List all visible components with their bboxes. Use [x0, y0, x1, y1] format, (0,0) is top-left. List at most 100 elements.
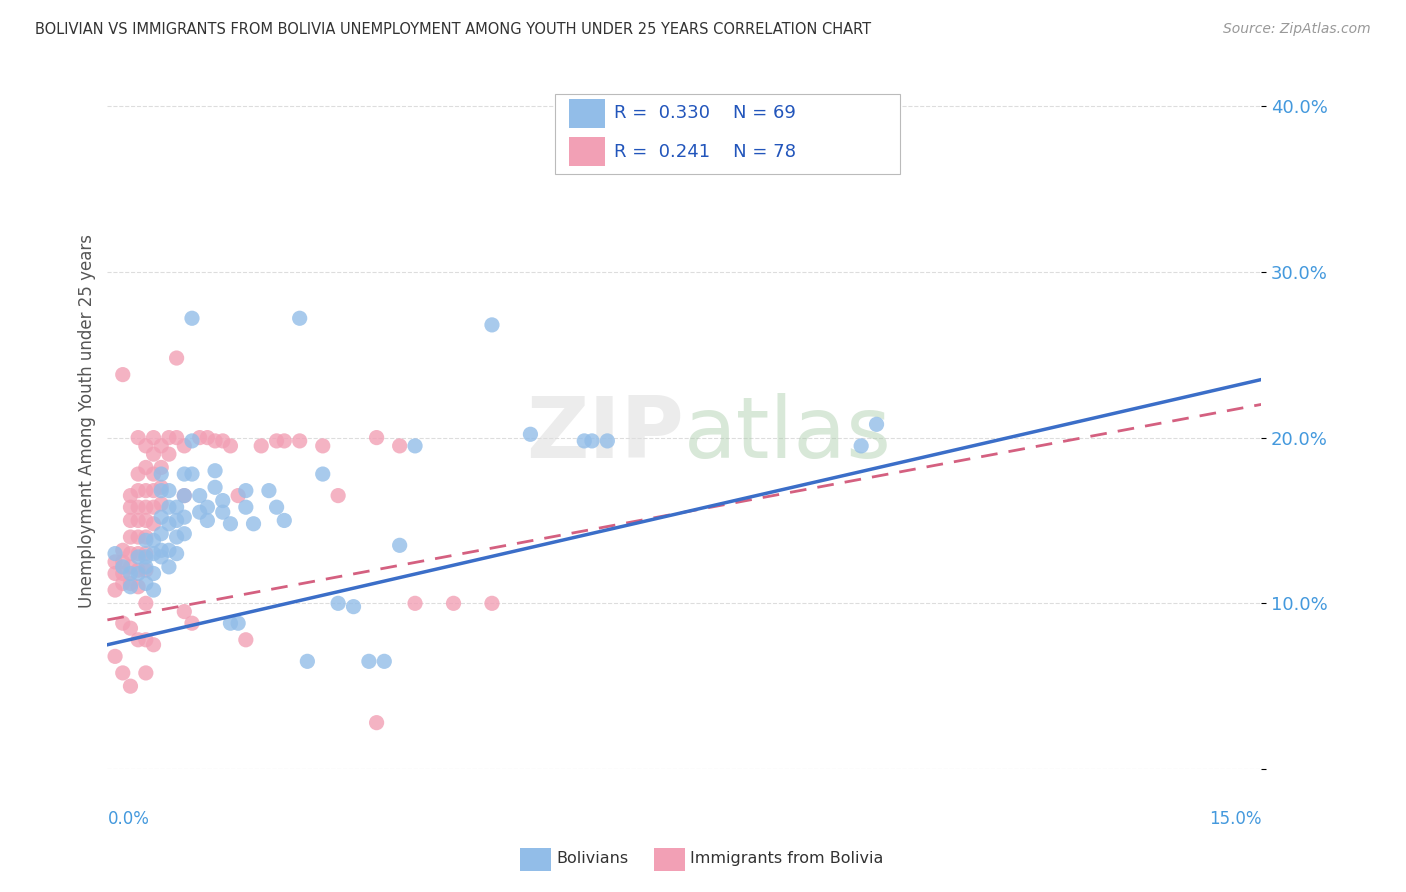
Point [111, 368, 134, 382]
Point [120, 621, 142, 635]
Point [135, 483, 157, 498]
Point [127, 483, 149, 498]
Point [342, 599, 364, 614]
Point [157, 500, 180, 515]
Point [188, 431, 211, 445]
Y-axis label: Unemployment Among Youth under 25 years: Unemployment Among Youth under 25 years [79, 234, 96, 608]
Text: 0.0%: 0.0% [107, 811, 149, 829]
Text: R =  0.241    N = 78: R = 0.241 N = 78 [614, 143, 796, 161]
Point [127, 500, 149, 515]
Point [357, 654, 380, 668]
Point [150, 460, 173, 475]
Point [211, 434, 233, 448]
Point [142, 566, 165, 581]
Point [135, 533, 157, 548]
Point [135, 563, 157, 577]
Point [127, 566, 149, 581]
Point [135, 547, 157, 561]
Point [120, 513, 142, 527]
Point [111, 559, 134, 574]
Point [120, 530, 142, 544]
Point [257, 483, 280, 498]
Point [127, 549, 149, 564]
Point [173, 489, 195, 503]
Point [297, 654, 319, 668]
Point [135, 513, 157, 527]
Point [166, 351, 188, 365]
Point [150, 526, 173, 541]
Point [150, 497, 173, 511]
Point [120, 500, 142, 515]
Point [596, 434, 619, 448]
Point [127, 632, 149, 647]
Point [312, 439, 335, 453]
Point [127, 563, 149, 577]
Text: Source: ZipAtlas.com: Source: ZipAtlas.com [1223, 22, 1371, 37]
Point [235, 483, 257, 498]
Point [173, 439, 195, 453]
Point [111, 566, 134, 581]
Point [120, 489, 142, 503]
Point [135, 665, 157, 680]
Point [481, 318, 503, 332]
Text: BOLIVIAN VS IMMIGRANTS FROM BOLIVIA UNEMPLOYMENT AMONG YOUTH UNDER 25 YEARS CORR: BOLIVIAN VS IMMIGRANTS FROM BOLIVIA UNEM… [35, 22, 872, 37]
Point [273, 434, 295, 448]
Point [366, 431, 388, 445]
Point [135, 596, 157, 610]
Point [404, 596, 426, 610]
Point [388, 538, 411, 552]
Point [157, 559, 180, 574]
Point [204, 480, 226, 494]
Point [127, 431, 149, 445]
Point [250, 439, 273, 453]
Point [581, 434, 603, 448]
Point [120, 576, 142, 591]
Point [266, 434, 288, 448]
Point [404, 439, 426, 453]
Text: Bolivians: Bolivians [557, 851, 628, 865]
Point [127, 513, 149, 527]
Point [519, 427, 541, 442]
Point [120, 559, 142, 574]
Point [104, 583, 127, 598]
Point [150, 467, 173, 481]
Point [135, 559, 157, 574]
Point [135, 460, 157, 475]
Point [326, 489, 349, 503]
Point [150, 483, 173, 498]
Point [127, 580, 149, 594]
Point [226, 489, 249, 503]
Point [157, 447, 180, 461]
Point [135, 439, 157, 453]
Text: R =  0.330    N = 69: R = 0.330 N = 69 [614, 104, 796, 122]
Point [104, 555, 127, 569]
Point [849, 439, 872, 453]
Point [235, 632, 257, 647]
Point [111, 576, 134, 591]
Point [388, 439, 411, 453]
Point [142, 483, 165, 498]
Point [142, 431, 165, 445]
Point [166, 547, 188, 561]
Point [166, 431, 188, 445]
Point [135, 500, 157, 515]
Point [373, 654, 395, 668]
Point [150, 439, 173, 453]
Point [142, 516, 165, 531]
Point [219, 616, 242, 631]
Point [195, 513, 218, 527]
Text: 15.0%: 15.0% [1209, 811, 1261, 829]
Text: ZIP: ZIP [526, 393, 685, 476]
Point [166, 513, 188, 527]
Point [173, 526, 195, 541]
Point [135, 549, 157, 564]
Point [181, 311, 204, 326]
Point [173, 510, 195, 524]
Point [242, 516, 264, 531]
Point [157, 431, 180, 445]
Point [142, 533, 165, 548]
Point [157, 483, 180, 498]
Point [181, 434, 204, 448]
Point [195, 500, 218, 515]
Point [266, 500, 288, 515]
